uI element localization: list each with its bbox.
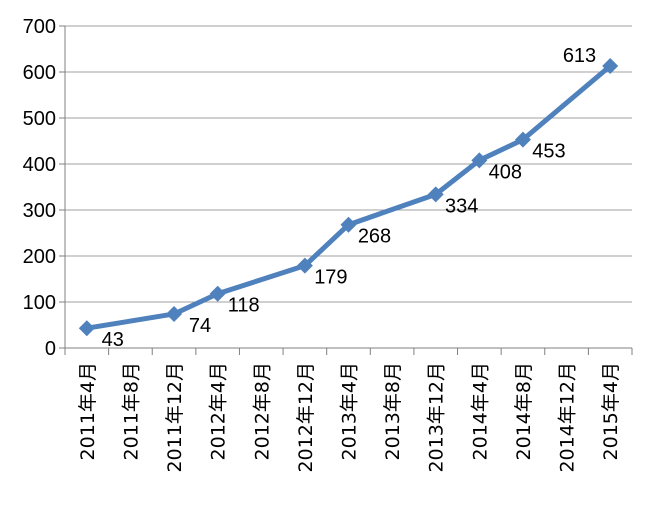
x-tick-label: 2015年4月 <box>600 362 622 460</box>
y-tick-label: 700 <box>23 16 56 38</box>
data-label: 408 <box>489 161 522 183</box>
data-point-marker <box>340 216 357 233</box>
data-label: 334 <box>445 195 478 217</box>
x-tick-label: 2011年8月 <box>120 362 142 460</box>
data-label: 453 <box>532 141 565 163</box>
y-tick-label: 100 <box>23 292 56 314</box>
x-axis-ticks: 2011年4月 2011年8月 2011年12月 2012年4月 2012年8月 2012… <box>77 362 622 473</box>
y-tick-label: 600 <box>23 62 56 84</box>
y-tick-label: 0 <box>45 338 56 360</box>
data-label: 118 <box>228 295 260 317</box>
x-tick-label: 2013年8月 <box>382 362 404 460</box>
data-point-marker <box>166 305 183 322</box>
data-point-marker <box>78 320 95 337</box>
data-label: 268 <box>358 226 391 248</box>
data-point-marker <box>209 285 226 302</box>
data-labels: 43 74 118 179 268 334 408 453 613 <box>102 45 597 351</box>
x-tick-label: 2014年12月 <box>557 362 579 473</box>
data-point-marker <box>471 152 488 169</box>
data-label: 43 <box>102 329 124 351</box>
data-point-marker <box>602 58 619 75</box>
x-tick-label: 2012年12月 <box>295 362 317 473</box>
data-point-marker <box>427 186 444 203</box>
data-point-marker <box>514 131 531 148</box>
y-tick-label: 400 <box>23 154 56 176</box>
y-tick-label: 500 <box>23 108 56 130</box>
x-tick-label: 2011年12月 <box>164 362 186 473</box>
y-axis-ticks: 0 100 200 300 400 500 600 700 <box>23 16 56 360</box>
gridlines <box>65 25 632 303</box>
x-tick-label: 2014年4月 <box>469 362 491 460</box>
x-tick-label: 2014年8月 <box>513 362 535 460</box>
x-tick-label: 2012年4月 <box>208 362 230 460</box>
y-tick-label: 300 <box>23 200 56 222</box>
axes <box>59 25 633 355</box>
data-label: 74 <box>189 315 211 337</box>
data-label: 613 <box>563 45 596 67</box>
y-tick-label: 200 <box>23 246 56 268</box>
x-tick-label: 2012年8月 <box>251 362 273 460</box>
x-tick-label: 2011年4月 <box>77 362 99 460</box>
series <box>78 58 619 337</box>
data-label: 179 <box>314 267 347 289</box>
data-point-marker <box>296 257 313 274</box>
x-tick-label: 2013年4月 <box>339 362 361 460</box>
x-tick-label: 2013年12月 <box>426 362 448 473</box>
series-line <box>86 64 612 331</box>
